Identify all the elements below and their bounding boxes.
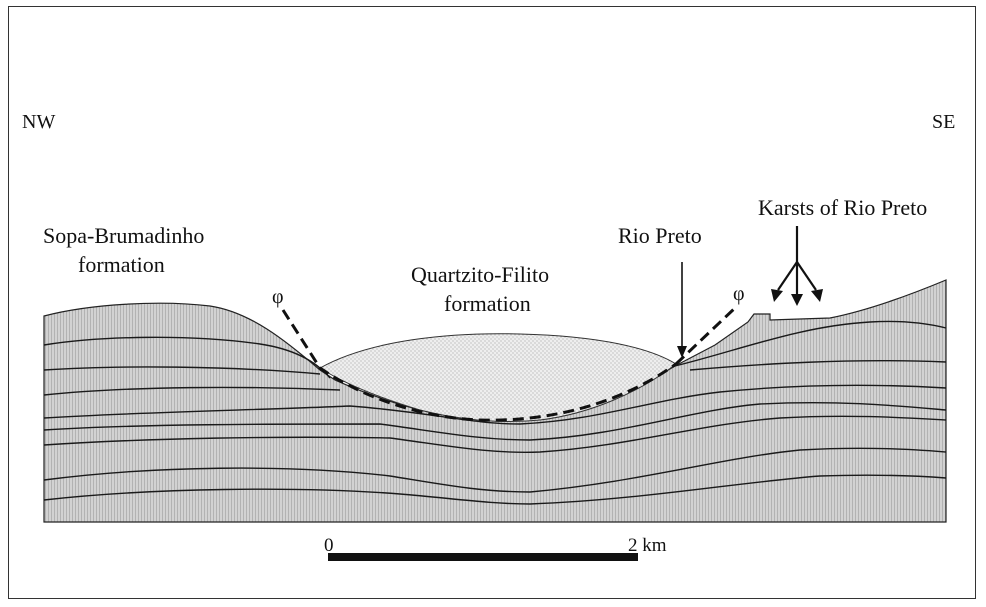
orientation-left: NW	[22, 111, 55, 133]
karst-arrows	[771, 226, 823, 306]
fault-line-right	[674, 306, 737, 366]
left-formation-label-line2: formation	[78, 252, 165, 277]
fault-symbol-right: φ	[733, 283, 745, 305]
river-label: Rio Preto	[618, 223, 702, 248]
stratum-line	[43, 401, 947, 441]
stratum-line	[43, 384, 947, 425]
stratum-line	[689, 360, 947, 371]
stratum-line	[674, 320, 947, 367]
fault-line-left	[281, 309, 677, 422]
scale-end-label: 2 km	[628, 535, 667, 556]
stratum-line	[43, 447, 947, 493]
stratum-line	[43, 336, 331, 379]
fault-symbol-left: φ	[272, 286, 284, 308]
left-formation-label-line1: Sopa-Brumadinho	[43, 223, 204, 248]
scale-start-label: 0	[324, 535, 334, 556]
scale-bar: 0 2 km	[324, 535, 667, 561]
center-formation-label-line2: formation	[444, 291, 531, 316]
stratum-line	[43, 474, 947, 505]
stratum-line	[43, 415, 947, 453]
orientation-right: SE	[932, 111, 955, 133]
river-arrow	[677, 262, 687, 358]
stratum-line	[43, 366, 321, 375]
center-formation-label-line1: Quartzito-Filito	[411, 262, 549, 287]
karsts-label: Karsts of Rio Preto	[758, 195, 927, 220]
stratum-line	[43, 386, 341, 396]
fault-lines	[281, 306, 737, 422]
strata-lines	[43, 320, 947, 505]
scale-bar-rule	[328, 553, 638, 561]
quartzite-filito-lens	[319, 333, 677, 423]
